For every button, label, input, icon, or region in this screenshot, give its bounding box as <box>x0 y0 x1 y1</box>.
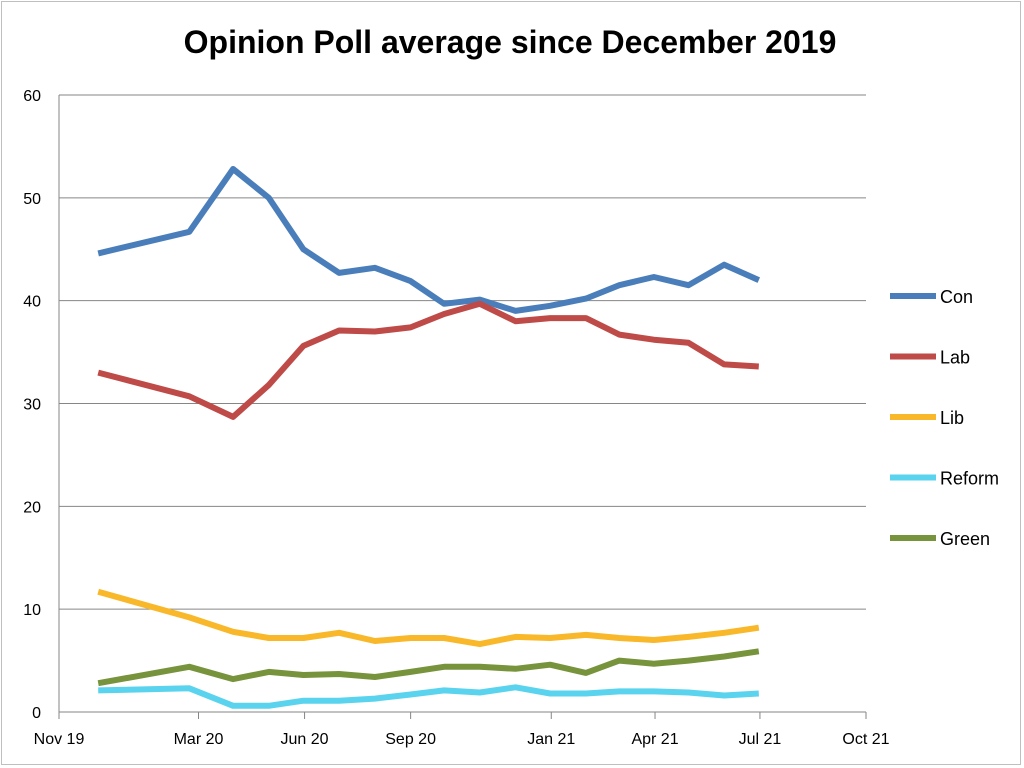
y-tick-label-40: 40 <box>23 294 41 311</box>
x-tick-label-3: Sep 20 <box>385 731 436 748</box>
legend-label-lib: Lib <box>940 408 964 428</box>
chart-title: Opinion Poll average since December 2019 <box>183 24 837 60</box>
x-tick-label-2: Jun 20 <box>281 731 329 748</box>
y-tick-label-30: 30 <box>23 397 41 414</box>
legend-label-lab: Lab <box>940 348 970 368</box>
x-tick-label-5: Apr 21 <box>631 731 678 748</box>
y-tick-label-20: 20 <box>23 499 41 516</box>
y-tick-label-10: 10 <box>23 602 41 619</box>
legend-label-reform: Reform <box>940 469 999 489</box>
y-tick-label-0: 0 <box>32 705 41 722</box>
y-tick-label-50: 50 <box>23 191 41 208</box>
series-line-lib <box>97 588 760 648</box>
series-line-lab <box>97 300 759 420</box>
x-tick-label-1: Mar 20 <box>174 731 224 748</box>
series-line-reform <box>98 684 759 709</box>
legend-label-con: Con <box>940 287 973 307</box>
legend-label-green: Green <box>940 529 990 549</box>
series-line-green <box>97 648 760 687</box>
x-tick-label-4: Jan 21 <box>527 731 575 748</box>
x-tick-label-0: Nov 19 <box>34 731 85 748</box>
x-tick-label-7: Oct 21 <box>842 731 889 748</box>
x-tick-label-6: Jul 21 <box>739 731 782 748</box>
y-tick-label-60: 60 <box>23 88 41 105</box>
series-line-con <box>97 166 761 314</box>
